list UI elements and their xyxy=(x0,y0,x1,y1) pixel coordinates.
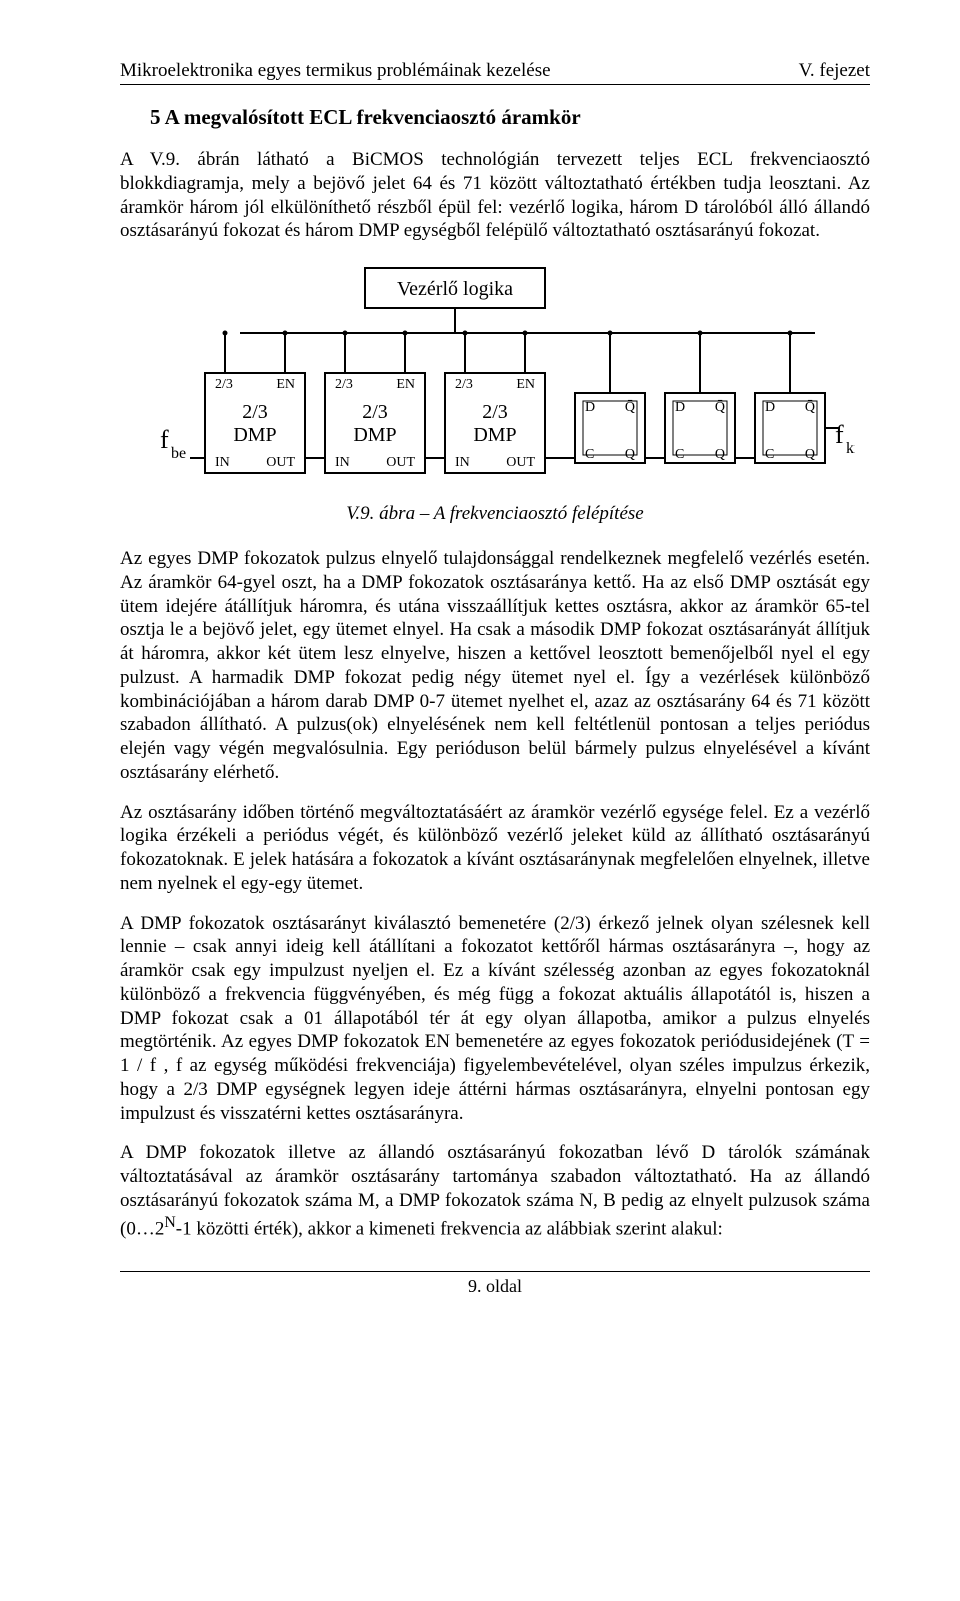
svg-text:DMP: DMP xyxy=(473,424,516,446)
svg-text:IN: IN xyxy=(215,455,230,470)
svg-text:IN: IN xyxy=(335,455,350,470)
svg-text:Q: Q xyxy=(715,447,725,462)
svg-text:Vezérlő logika: Vezérlő logika xyxy=(397,278,513,300)
paragraph-5-sup: N xyxy=(164,1214,175,1231)
paragraph-3: Az osztásarány időben történő megváltozt… xyxy=(120,801,870,896)
svg-text:DMP: DMP xyxy=(353,424,396,446)
paragraph-1: A V.9. ábrán látható a BiCMOS technológi… xyxy=(120,148,870,243)
page-header: Mikroelektronika egyes termikus problémá… xyxy=(120,60,870,85)
svg-text:EN: EN xyxy=(516,377,535,392)
figure-caption: V.9. ábra – A frekvenciaosztó felépítése xyxy=(120,503,870,525)
svg-text:f: f xyxy=(160,425,169,454)
svg-text:Q: Q xyxy=(625,447,635,462)
svg-text:f: f xyxy=(835,420,844,449)
block-diagram-svg: Vezérlő logika f be 2/3 EN 2/3 DMP IN OU… xyxy=(135,263,855,493)
svg-text:Q̄: Q̄ xyxy=(805,399,815,415)
block-diagram-figure: Vezérlő logika f be 2/3 EN 2/3 DMP IN OU… xyxy=(135,263,855,493)
svg-text:2/3: 2/3 xyxy=(455,377,473,392)
svg-text:2/3: 2/3 xyxy=(242,401,268,423)
svg-text:D: D xyxy=(585,400,595,415)
svg-text:be: be xyxy=(171,445,186,462)
paragraph-2: Az egyes DMP fokozatok pulzus elnyelő tu… xyxy=(120,547,870,785)
svg-text:ki: ki xyxy=(846,440,855,457)
page-footer: 9. oldal xyxy=(120,1271,870,1297)
svg-text:DMP: DMP xyxy=(233,424,276,446)
svg-text:IN: IN xyxy=(455,455,470,470)
svg-text:D: D xyxy=(765,400,775,415)
paragraph-4: A DMP fokozatok osztásarányt kiválasztó … xyxy=(120,912,870,1126)
header-right: V. fejezet xyxy=(799,60,870,82)
paragraph-5: A DMP fokozatok illetve az állandó osztá… xyxy=(120,1141,870,1240)
svg-text:OUT: OUT xyxy=(386,455,415,470)
svg-text:OUT: OUT xyxy=(506,455,535,470)
svg-text:2/3: 2/3 xyxy=(215,377,233,392)
section-title: 5 A megvalósított ECL frekvenciaosztó ár… xyxy=(150,105,870,130)
header-left: Mikroelektronika egyes termikus problémá… xyxy=(120,60,551,82)
svg-text:C: C xyxy=(585,447,594,462)
svg-text:D: D xyxy=(675,400,685,415)
svg-text:2/3: 2/3 xyxy=(335,377,353,392)
svg-text:Q̄: Q̄ xyxy=(625,399,635,415)
paragraph-5b: -1 közötti érték), akkor a kimeneti frek… xyxy=(176,1218,723,1239)
svg-text:Q: Q xyxy=(805,447,815,462)
svg-text:EN: EN xyxy=(276,377,295,392)
svg-text:2/3: 2/3 xyxy=(362,401,388,423)
svg-text:2/3: 2/3 xyxy=(482,401,508,423)
svg-text:EN: EN xyxy=(396,377,415,392)
svg-text:C: C xyxy=(765,447,774,462)
svg-text:OUT: OUT xyxy=(266,455,295,470)
svg-text:C: C xyxy=(675,447,684,462)
svg-text:Q̄: Q̄ xyxy=(715,399,725,415)
